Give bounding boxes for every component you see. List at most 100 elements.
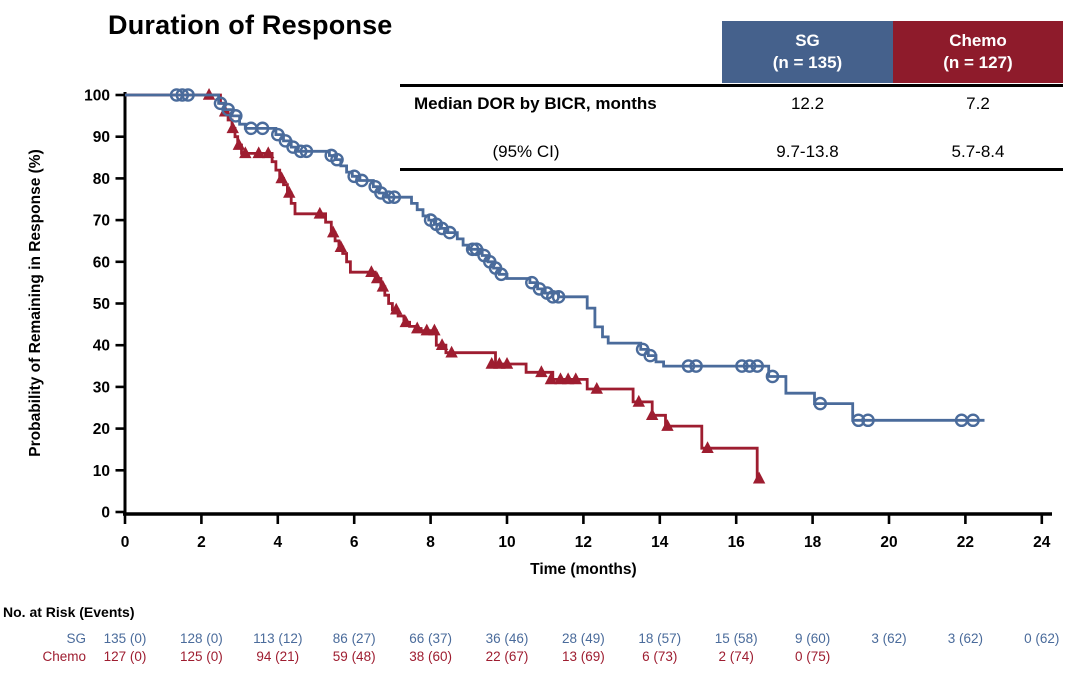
chemo-censor-triangle-icon xyxy=(239,146,252,159)
risk-value: 3 (62) xyxy=(947,631,984,646)
chemo-censor-triangle-icon xyxy=(435,338,449,350)
sg-censor-circle-icon xyxy=(689,359,703,373)
sg-censor-circle-icon xyxy=(494,267,509,282)
sg-censor-circle-icon xyxy=(293,144,308,159)
sg-censor-circle-icon xyxy=(299,144,314,159)
x-tick-label: 10 xyxy=(498,534,515,551)
risk-value: 6 (73) xyxy=(642,648,678,664)
risk-value: 0 (75) xyxy=(794,648,831,664)
chemo-censor-triangle-icon xyxy=(661,419,674,431)
x-tick-label: 18 xyxy=(804,534,822,551)
sg-censor-circle-icon xyxy=(355,173,369,188)
risk-value: 3 (62) xyxy=(871,631,907,646)
risk-value: 28 (49) xyxy=(562,631,605,646)
risk-value: 2 (74) xyxy=(718,648,754,664)
chemo-label: Chemo xyxy=(949,31,1007,50)
ci-sg-value: 9.7-13.8 xyxy=(776,142,839,161)
sg-censor-circle-icon xyxy=(175,88,190,102)
x-tick-label: 20 xyxy=(880,534,897,551)
y-tick-label: 90 xyxy=(93,129,110,146)
sg-n-label: (n = 135) xyxy=(772,53,843,72)
y-tick-label: 0 xyxy=(101,505,110,522)
summary-table-top-border xyxy=(400,84,1063,87)
median-dor-chemo-value: 7.2 xyxy=(966,94,990,113)
risk-row-label-sg: SG xyxy=(66,631,86,646)
sg-censor-circle-icon xyxy=(387,190,402,204)
chemo-censor-triangle-icon xyxy=(313,206,327,219)
risk-value: 113 (12) xyxy=(253,631,303,646)
risk-value: 15 (58) xyxy=(714,631,758,646)
y-tick-label: 60 xyxy=(93,254,110,271)
chemo-censor-triangle-icon xyxy=(376,279,390,292)
y-tick-label: 70 xyxy=(93,213,110,230)
chemo-censor-triangle-icon xyxy=(428,323,441,336)
risk-value: 18 (57) xyxy=(638,631,682,646)
sg-censor-circle-icon xyxy=(861,413,875,428)
chemo-censor-triangle-icon xyxy=(283,185,296,198)
sg-censor-circle-icon xyxy=(681,359,696,373)
x-tick-label: 2 xyxy=(197,534,206,551)
chemo-censor-triangle-icon xyxy=(645,408,659,421)
sg-column-header: SG (n = 135) xyxy=(722,21,893,83)
sg-censor-circle-icon xyxy=(735,359,749,373)
sg-censor-circle-icon xyxy=(750,359,765,373)
chemo-censor-triangle-icon xyxy=(390,302,403,315)
risk-value: 94 (21) xyxy=(256,648,300,664)
risk-row-label-chemo: Chemo xyxy=(42,648,86,664)
chemo-censor-triangle-icon xyxy=(544,372,558,385)
sg-censor-circle-icon xyxy=(551,290,566,304)
chemo-censor-triangle-icon xyxy=(500,356,514,369)
x-tick-label: 24 xyxy=(1033,534,1051,551)
sg-censor-circle-icon xyxy=(381,190,396,204)
sg-censor-circle-icon xyxy=(181,88,195,102)
risk-value: 22 (67) xyxy=(485,648,529,664)
chemo-column-header: Chemo (n = 127) xyxy=(893,21,1063,83)
chemo-censor-triangle-icon xyxy=(411,321,424,334)
risk-value: 128 (0) xyxy=(180,631,223,646)
y-tick-label: 80 xyxy=(93,171,110,188)
risk-value: 13 (69) xyxy=(562,648,605,664)
risk-value: 36 (46) xyxy=(485,631,529,646)
chemo-censor-triangle-icon xyxy=(399,315,412,328)
chemo-n-label: (n = 127) xyxy=(943,53,1013,72)
chemo-censor-triangle-icon xyxy=(632,394,645,407)
chemo-censor-triangle-icon xyxy=(326,225,340,238)
chemo-censor-triangle-icon xyxy=(590,381,603,394)
y-tick-label: 30 xyxy=(93,379,110,396)
chemo-censor-triangle-icon xyxy=(701,441,714,453)
x-tick-label: 6 xyxy=(350,534,359,551)
chart-title: Duration of Response xyxy=(108,10,393,40)
risk-value: 0 (62) xyxy=(1024,631,1060,646)
y-tick-label: 100 xyxy=(84,88,110,105)
sg-censor-circle-icon xyxy=(813,396,828,411)
x-tick-label: 22 xyxy=(957,534,974,551)
chemo-censor-triangle-icon xyxy=(262,146,275,159)
y-tick-label: 20 xyxy=(93,421,110,438)
risk-value: 38 (60) xyxy=(409,648,452,664)
sg-censor-circle-icon xyxy=(228,109,243,123)
risk-value: 59 (48) xyxy=(332,648,376,664)
sg-censor-circle-icon xyxy=(765,369,780,384)
risk-value: 66 (37) xyxy=(409,631,452,646)
x-axis-title: Time (months) xyxy=(530,561,637,578)
sg-censor-circle-icon xyxy=(546,290,560,304)
ci-row-label: (95% CI) xyxy=(492,142,560,161)
ci-chemo-value: 5.7-8.4 xyxy=(951,142,1005,161)
sg-label: SG xyxy=(795,31,820,50)
y-tick-label: 50 xyxy=(93,296,110,313)
chemo-censor-triangle-icon xyxy=(334,240,348,253)
chemo-censor-triangle-icon xyxy=(252,146,265,159)
risk-value: 9 (60) xyxy=(794,631,831,646)
summary-table-bottom-border xyxy=(400,168,1063,171)
sg-censor-circle-icon xyxy=(742,359,757,373)
sg-censor-circle-icon xyxy=(851,413,866,428)
chemo-censor-triangle-icon xyxy=(275,171,288,184)
risk-value: 86 (27) xyxy=(332,631,376,646)
chemo-censor-triangle-icon xyxy=(232,138,246,150)
chemo-censor-triangle-icon xyxy=(569,372,582,385)
y-tick-label: 40 xyxy=(93,338,110,355)
median-dor-sg-value: 12.2 xyxy=(790,94,825,113)
sg-censor-circle-icon xyxy=(255,121,270,136)
x-tick-label: 14 xyxy=(651,534,669,551)
